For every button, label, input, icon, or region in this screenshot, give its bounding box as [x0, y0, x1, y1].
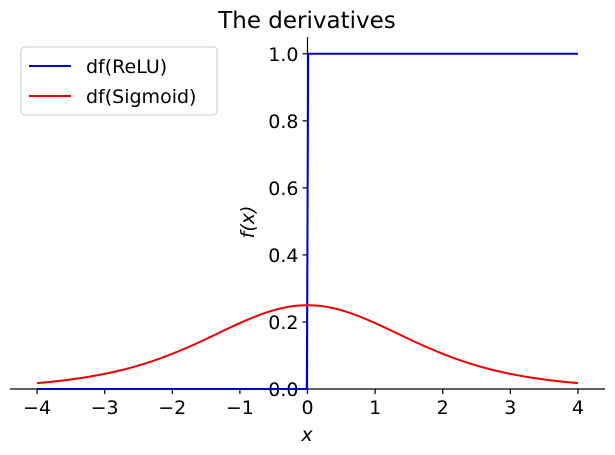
legend: df(ReLU) df(Sigmoid): [20, 46, 218, 116]
legend-label: df(Sigmoid): [86, 86, 196, 108]
x-tick-label: −3: [91, 397, 119, 419]
x-tick-label: −1: [226, 397, 254, 419]
x-tick-label: 2: [437, 397, 449, 419]
x-tick-label: 4: [572, 397, 584, 419]
legend-label: df(ReLU): [86, 56, 167, 78]
y-tick-label: 0.4: [268, 245, 298, 267]
x-tick-label: 0: [301, 397, 313, 419]
y-tick-label: 1.0: [268, 44, 298, 66]
x-tick-label: −2: [158, 397, 186, 419]
y-tick-label: 0.8: [268, 111, 298, 133]
y-tick-label: 0.2: [268, 312, 298, 334]
series-layer: [36, 52, 579, 390]
x-tick-label: −4: [23, 397, 51, 419]
x-tick-label: 3: [504, 397, 516, 419]
legend-box: [20, 46, 218, 116]
x-tick-label: 1: [369, 397, 381, 419]
y-tick-label: 0.6: [268, 178, 298, 200]
series-line-0: [37, 52, 578, 390]
chart-title: The derivatives: [217, 8, 396, 34]
axes: −4 −3 −2 −1 0 1 2 3 40.00.20.40.60.81.0: [10, 37, 605, 419]
x-axis-label: x: [300, 424, 313, 446]
series-line-1: [36, 304, 579, 385]
y-axis-label: f(x): [237, 206, 259, 239]
